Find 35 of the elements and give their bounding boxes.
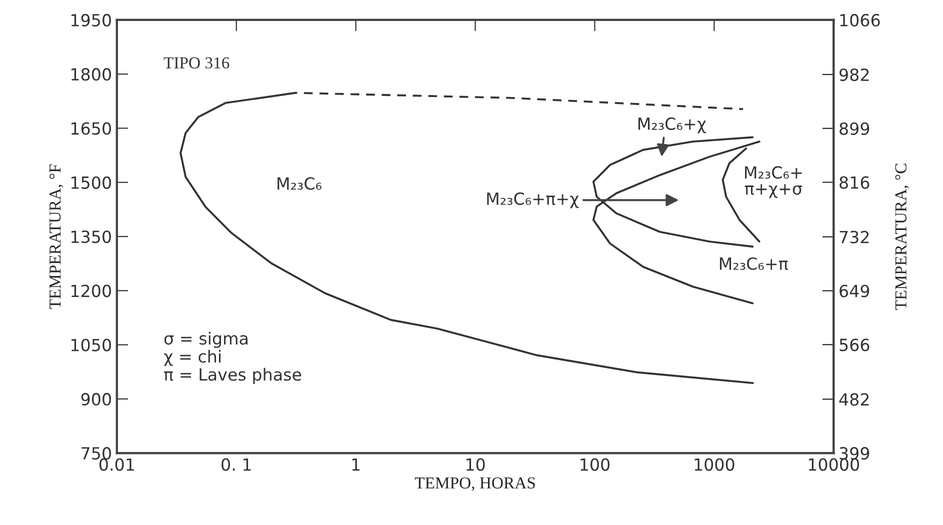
x-axis-title: TEMPO, HORAS [414, 477, 535, 491]
y2-tick-label: 482 [839, 393, 869, 406]
x-tick-label: 100 [580, 458, 610, 471]
x-tick-label: 10 [466, 458, 485, 471]
y2-tick-label: 399 [840, 447, 870, 460]
x-tick-label: 1 [352, 458, 360, 471]
y-tick-label: 900 [81, 392, 111, 406]
x-tick-label: 10000 [808, 458, 860, 471]
y2-axis-title: TEMPERATURA, °C [895, 164, 909, 310]
y-tick-label: 1200 [71, 284, 111, 298]
y2-tick-label: 649 [840, 284, 870, 298]
y2-tick-label: 1066 [840, 14, 880, 27]
y-tick-label: 1350 [71, 230, 111, 244]
y2-tick-label: 816 [840, 176, 870, 189]
y2-tick-label: 982 [840, 68, 869, 82]
y-tick-label: 1650 [71, 122, 111, 135]
x-tick-label: 0.01 [99, 458, 134, 471]
annotation: σ = sigma χ = chi π = Laves phase [164, 332, 302, 384]
x-tick-label: 0. 1 [222, 458, 251, 471]
y2-tick-label: 899 [840, 122, 870, 135]
annotation: M₂₃C₆+π [720, 257, 788, 270]
y-tick-label: 1950 [71, 14, 111, 27]
y-axis-title: TEMPERATURA, °F [49, 164, 64, 309]
x-tick-label: 1000 [694, 458, 734, 471]
y2-tick-label: 566 [840, 338, 870, 352]
annotation: M₂₃C₆ [278, 177, 322, 190]
y-tick-label: 1800 [71, 68, 111, 81]
annotation: M₂₃C₆+χ [638, 117, 706, 134]
y-tick-label: 1500 [71, 176, 111, 189]
y2-tick-label: 732 [840, 230, 869, 244]
annotation: M₂₃C₆+ π+χ+σ [744, 166, 802, 198]
annotation: M₂₃C₆+π+χ [487, 192, 579, 208]
annotation: TIPO 316 [164, 57, 230, 68]
y-tick-label: 1050 [71, 338, 111, 352]
y-tick-label: 750 [82, 447, 111, 460]
